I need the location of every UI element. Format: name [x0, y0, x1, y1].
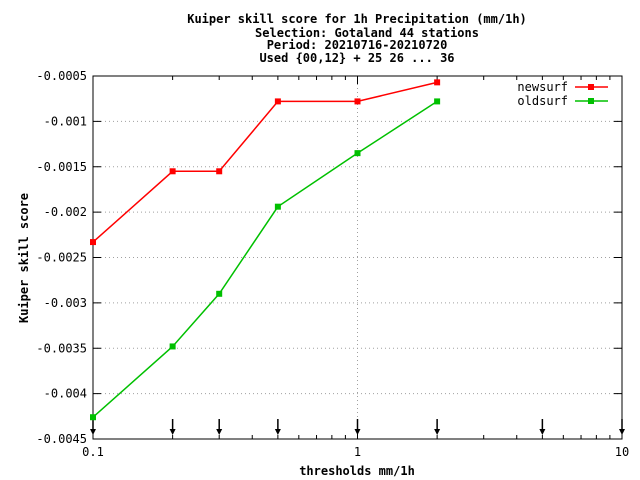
y-tick-label: -0.004 — [44, 387, 87, 401]
data-point-newsurf — [90, 239, 96, 246]
y-tick-label: -0.0015 — [36, 160, 87, 174]
y-tick-label: -0.001 — [44, 114, 87, 128]
threshold-marker-arrow — [216, 429, 223, 435]
series-line-newsurf — [92, 81, 438, 243]
threshold-marker-arrow — [274, 429, 281, 435]
legend-marker-oldsurf — [588, 98, 594, 104]
legend-marker-newsurf — [588, 84, 594, 90]
threshold-marker-arrow — [169, 429, 176, 435]
y-tick-label: -0.0005 — [36, 69, 87, 83]
data-point-oldsurf — [354, 150, 361, 157]
series-line-oldsurf — [92, 100, 438, 418]
y-tick-label: -0.0025 — [36, 251, 87, 265]
title-line-2: Selection: Gotaland 44 stations — [255, 26, 479, 40]
title-line-1: Kuiper skill score for 1h Precipitation … — [187, 12, 527, 26]
y-tick-label: -0.002 — [44, 205, 87, 219]
y-tick-label: -0.003 — [44, 296, 87, 310]
title-line-3: Period: 20210716-20210720 — [267, 38, 448, 52]
data-point-newsurf — [216, 168, 223, 175]
x-tick-label: 0.1 — [82, 445, 104, 459]
data-point-newsurf — [434, 79, 441, 86]
threshold-marker-arrow — [354, 429, 361, 435]
x-axis-label: thresholds mm/1h — [299, 464, 415, 478]
data-point-oldsurf — [90, 414, 96, 421]
legend-label-oldsurf: oldsurf — [517, 94, 568, 108]
y-tick-label: -0.0035 — [36, 341, 87, 355]
data-point-oldsurf — [169, 343, 176, 350]
grid — [93, 76, 622, 439]
chart-title: Kuiper skill score for 1h Precipitation … — [187, 12, 527, 65]
y-axis-label: Kuiper skill score — [17, 193, 31, 323]
data-point-oldsurf — [434, 98, 441, 105]
threshold-marker-arrow — [434, 429, 441, 435]
x-tick-label: 10 — [615, 445, 629, 459]
threshold-markers — [90, 419, 625, 435]
y-tick-label: -0.0045 — [36, 432, 87, 446]
data-point-newsurf — [274, 98, 281, 105]
threshold-marker-arrow — [539, 429, 546, 435]
data-point-oldsurf — [274, 203, 281, 210]
series — [90, 79, 441, 421]
data-point-newsurf — [354, 98, 361, 105]
legend-label-newsurf: newsurf — [517, 80, 568, 94]
plot-border — [92, 75, 623, 440]
x-tick-label: 1 — [354, 445, 361, 459]
axis-ticks: -0.0005 -0.001 -0.0015 -0.002 -0.0025 -0.003 -… — [36, 69, 629, 459]
data-point-oldsurf — [216, 290, 223, 297]
data-point-newsurf — [169, 168, 176, 175]
title-line-4: Used {00,12} + 25 26 ... 36 — [259, 51, 454, 65]
